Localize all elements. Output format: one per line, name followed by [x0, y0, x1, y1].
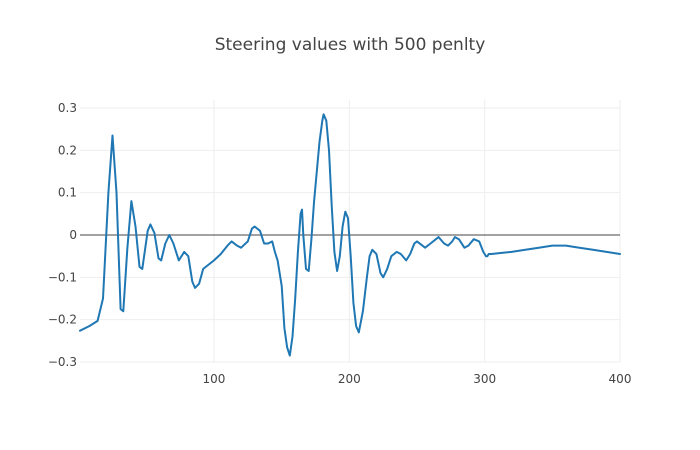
y-tick-label: −0.1: [48, 270, 77, 284]
y-tick-label: −0.2: [48, 313, 77, 327]
x-tick-label: 100: [203, 372, 226, 386]
y-tick-label: 0.3: [58, 101, 77, 115]
chart-title: Steering values with 500 penlty: [215, 35, 486, 55]
y-tick-label: 0: [69, 228, 77, 242]
x-axis-ticks: 100 200 300 400: [203, 372, 632, 386]
grid-layer: [80, 100, 621, 363]
x-tick-label: 300: [473, 372, 496, 386]
y-tick-label: 0.2: [58, 143, 77, 157]
y-axis-ticks: −0.3 −0.2 −0.1 0 0.1 0.2 0.3: [48, 101, 77, 369]
y-tick-label: −0.3: [48, 355, 77, 369]
y-tick-label: 0.1: [58, 186, 77, 200]
series-layer: [79, 113, 621, 357]
x-tick-label: 200: [338, 372, 361, 386]
x-tick-label: 400: [609, 372, 632, 386]
series-line-steering: [79, 113, 621, 357]
